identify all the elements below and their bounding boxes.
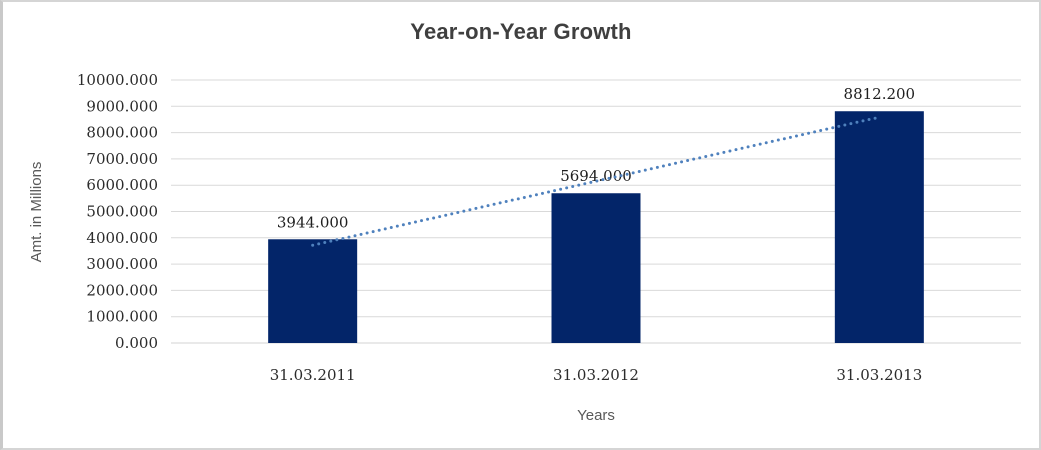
y-axis-tick-label: 2000.000 bbox=[86, 281, 158, 299]
y-axis-tick-label: 0.000 bbox=[115, 334, 158, 352]
y-axis-title: Amt. in Millions bbox=[28, 162, 45, 263]
y-axis-tick-label: 5000.000 bbox=[86, 203, 158, 221]
plot-area: 0.000 1000.000 2000.000 3000.000 4000.000 500… bbox=[28, 71, 1021, 424]
y-axis-tick-label: 3000.000 bbox=[86, 255, 158, 273]
y-axis-tick-label: 4000.000 bbox=[86, 229, 158, 247]
y-axis-tick-label: 7000.000 bbox=[86, 150, 158, 168]
y-axis-tick-label: 8000.000 bbox=[86, 124, 158, 142]
bar bbox=[834, 111, 924, 344]
x-axis-title: Years bbox=[577, 407, 615, 424]
y-axis-tick-label: 1000.000 bbox=[86, 308, 158, 326]
data-label: 8812.200 bbox=[844, 85, 916, 103]
trendline bbox=[311, 115, 881, 247]
x-axis-category-label: 31.03.2013 bbox=[836, 366, 922, 384]
chart-title: Year-on-Year Growth bbox=[410, 19, 632, 44]
data-label: 3944.000 bbox=[277, 213, 349, 231]
bar bbox=[551, 193, 641, 343]
data-label: 5694.000 bbox=[560, 167, 632, 185]
y-axis-tick-label: 6000.000 bbox=[86, 176, 158, 194]
x-axis-category-label: 31.03.2012 bbox=[553, 366, 639, 384]
x-axis-category-label: 31.03.2011 bbox=[270, 366, 356, 384]
y-axis-tick-label: 9000.000 bbox=[86, 97, 158, 115]
bar bbox=[268, 239, 358, 343]
y-axis-tick-label: 10000.000 bbox=[77, 71, 158, 89]
